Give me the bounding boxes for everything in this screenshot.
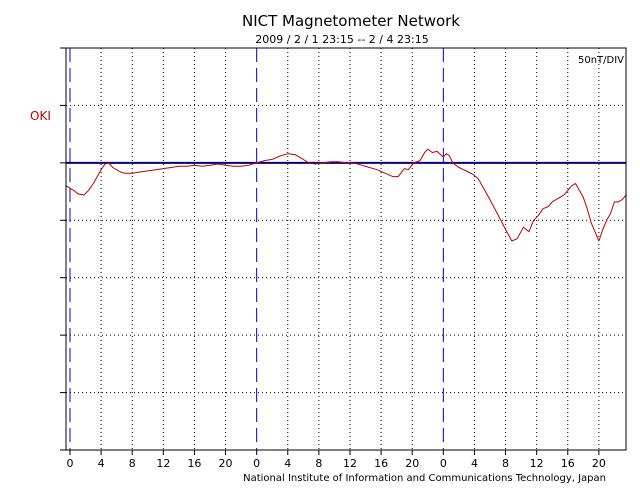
plot-frame (65, 47, 627, 451)
x-tick-label: 0 (253, 457, 260, 470)
x-tick-label: 12 (530, 457, 544, 470)
x-tick-label: 8 (502, 457, 509, 470)
tick-layer: 0 4 8 12 16 20 0 4 8 12 16 20 0 4 8 12 16 20 (60, 47, 606, 470)
date-range-subtitle: 2009 / 2 / 1 23:15 -- 2 / 4 23:15 (255, 33, 428, 46)
station-label: OKI (30, 109, 51, 123)
x-tick-label: 12 (156, 457, 170, 470)
magnetometer-trace (65, 148, 627, 242)
x-tick-label: 20 (592, 457, 606, 470)
x-tick-label: 8 (129, 457, 136, 470)
x-tick-label: 0 (67, 457, 74, 470)
scale-label: 50nT/DIV (578, 55, 624, 66)
x-tick-label: 20 (219, 457, 233, 470)
x-tick-label: 16 (561, 457, 575, 470)
x-tick-label: 12 (343, 457, 357, 470)
x-tick-label: 8 (315, 457, 322, 470)
grid-layer (66, 48, 626, 450)
x-tick-label: 16 (187, 457, 201, 470)
x-tick-label: 4 (284, 457, 291, 470)
credit-text: National Institute of Information and Co… (243, 473, 606, 484)
chart-title: NICT Magnetometer Network (242, 12, 460, 30)
x-tick-label: 20 (405, 457, 419, 470)
x-tick-label: 16 (374, 457, 388, 470)
series-layer (65, 148, 627, 242)
x-tick-label: 4 (98, 457, 105, 470)
day-boundary-layer (69, 48, 444, 450)
x-tick-label: 0 (440, 457, 447, 470)
x-tick-label: 4 (471, 457, 478, 470)
